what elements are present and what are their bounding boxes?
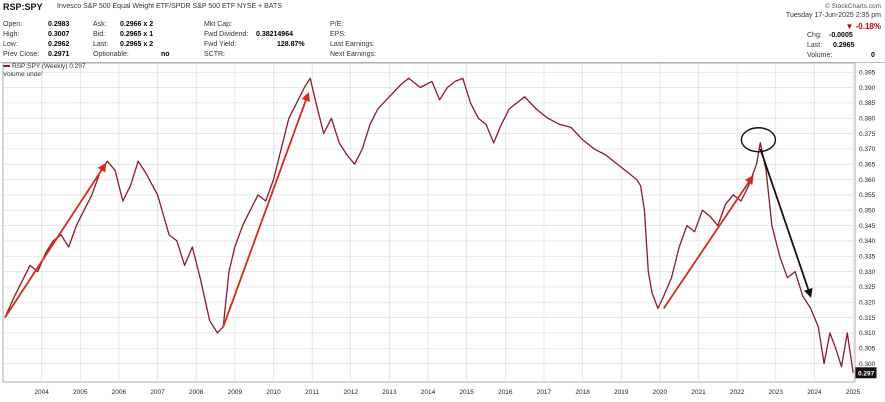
x-tick-label: 2008 bbox=[189, 389, 204, 396]
field-sctr: SCTR: bbox=[204, 51, 225, 58]
y-tick-label: 0.360 bbox=[859, 177, 876, 184]
quote-header: RSP:SPY Invesco S&P 500 Equal Weight ETF… bbox=[0, 0, 885, 63]
legend-series-label: RSP:SPY (Weekly) 0.297 bbox=[12, 63, 86, 70]
y-tick-label: 0.380 bbox=[859, 116, 876, 123]
x-tick-label: 2006 bbox=[112, 389, 127, 396]
x-tick-label: 2017 bbox=[537, 389, 552, 396]
y-tick-label: 0.395 bbox=[859, 70, 876, 77]
x-tick-label: 2013 bbox=[382, 389, 397, 396]
y-tick-label: 0.365 bbox=[859, 162, 876, 169]
y-tick-label: 0.340 bbox=[859, 238, 876, 245]
change-percent: ▼ -0.18% bbox=[845, 22, 881, 31]
y-tick-label: 0.370 bbox=[859, 146, 876, 153]
x-tick-label: 2016 bbox=[498, 389, 513, 396]
y-tick-label: 0.310 bbox=[859, 330, 876, 337]
y-tick-label: 0.390 bbox=[859, 85, 876, 92]
x-tick-label: 2014 bbox=[421, 389, 436, 396]
change-percent-value: -0.18% bbox=[855, 22, 881, 31]
peak-circle bbox=[740, 127, 777, 153]
field-eps: EPS: bbox=[330, 31, 346, 38]
x-tick-label: 2009 bbox=[228, 389, 243, 396]
y-tick-label: 0.335 bbox=[859, 254, 876, 261]
x-tick-label: 2020 bbox=[653, 389, 668, 396]
y-tick-label: 0.315 bbox=[859, 315, 876, 322]
x-tick-label: 2025 bbox=[846, 389, 861, 396]
field-last: Last: 0.2965 x 2 bbox=[93, 41, 154, 48]
trend-up-arrow bbox=[222, 91, 311, 328]
y-tick-label: 0.355 bbox=[859, 192, 876, 199]
down-triangle-icon: ▼ bbox=[845, 22, 854, 31]
legend-swatch bbox=[3, 65, 10, 68]
trend-up-arrow bbox=[4, 162, 107, 319]
field-prev-close: Prev Close: 0.2971 bbox=[3, 51, 70, 58]
field-high: High: 0.3007 bbox=[3, 31, 70, 38]
x-tick-label: 2024 bbox=[807, 389, 822, 396]
field-last-price: Last: 0.2965 bbox=[807, 42, 855, 49]
field-pe: P/E: bbox=[330, 21, 344, 28]
trend-up-arrow bbox=[662, 174, 754, 309]
legend-volume: Volume undef bbox=[3, 71, 43, 78]
last-value-label: 0.297 bbox=[858, 370, 875, 377]
legend-series: RSP:SPY (Weekly) 0.297 bbox=[3, 63, 85, 71]
y-tick-label: 0.305 bbox=[859, 346, 876, 353]
y-tick-label: 0.350 bbox=[859, 208, 876, 215]
field-fwd-yield: Fwd Yield: 128.87% bbox=[204, 41, 305, 48]
field-last-earnings: Last Earnings: bbox=[330, 41, 375, 48]
x-tick-label: 2019 bbox=[614, 389, 629, 396]
x-tick-label: 2021 bbox=[691, 389, 706, 396]
x-tick-label: 2004 bbox=[34, 389, 49, 396]
field-next-earnings: Next Earnings: bbox=[330, 51, 376, 58]
field-volume: Volume: 0 bbox=[807, 52, 875, 59]
y-tick-label: 0.325 bbox=[859, 284, 876, 291]
quote-date: Tuesday 17-Jun-2025 2:35 pm bbox=[785, 12, 881, 19]
last-value-box bbox=[855, 367, 877, 379]
x-tick-label: 2022 bbox=[730, 389, 745, 396]
y-tick-label: 0.300 bbox=[859, 361, 876, 368]
field-low: Low: 0.2962 bbox=[3, 41, 70, 48]
ticker-description: Invesco S&P 500 Equal Weight ETF/SPDR S&… bbox=[57, 3, 282, 10]
y-tick-label: 0.320 bbox=[859, 300, 876, 307]
x-tick-label: 2011 bbox=[305, 389, 319, 396]
x-tick-label: 2010 bbox=[266, 389, 281, 396]
x-tick-label: 2007 bbox=[150, 389, 165, 396]
y-tick-label: 0.330 bbox=[859, 269, 876, 276]
x-tick-label: 2012 bbox=[344, 389, 359, 396]
field-fwd-dividend: Fwd Dividend: 0.38214964 bbox=[204, 31, 293, 38]
ticker-symbol: RSP:SPY bbox=[3, 2, 43, 12]
field-optionable: Optionable: no bbox=[93, 51, 170, 58]
y-tick-label: 0.345 bbox=[859, 223, 876, 230]
field-mkt-cap: Mkt Cap: bbox=[204, 21, 233, 28]
x-tick-label: 2005 bbox=[73, 389, 88, 396]
plot-frame bbox=[2, 62, 856, 383]
field-chg: Chg: -0.0005 bbox=[807, 32, 853, 39]
y-tick-label: 0.375 bbox=[859, 131, 876, 138]
field-open: Open: 0.2983 bbox=[3, 21, 70, 28]
x-tick-label: 2023 bbox=[769, 389, 784, 396]
series-line bbox=[4, 77, 854, 373]
field-bid: Bid: 0.2965 x 1 bbox=[93, 31, 154, 38]
x-tick-label: 2015 bbox=[459, 389, 474, 396]
chart-legend: RSP:SPY (Weekly) 0.297 Volume undef bbox=[3, 63, 85, 79]
trend-down-arrow bbox=[759, 148, 813, 298]
field-ask: Ask: 0.2966 x 2 bbox=[93, 21, 154, 28]
stockcharts-logo: © StockCharts.com bbox=[824, 3, 881, 10]
x-tick-label: 2018 bbox=[575, 389, 590, 396]
y-tick-label: 0.385 bbox=[859, 100, 876, 107]
